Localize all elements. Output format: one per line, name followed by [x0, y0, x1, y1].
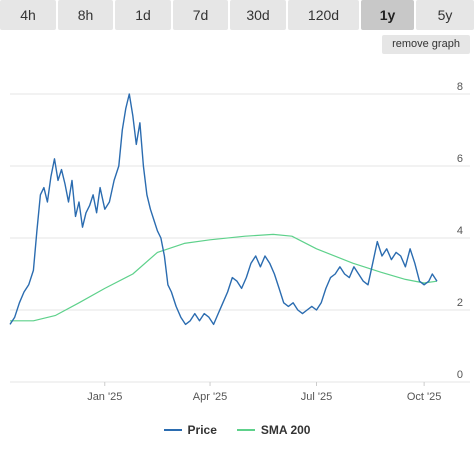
x-tick-label: Apr '25	[193, 391, 228, 403]
tab-120d[interactable]: 120d	[288, 0, 359, 30]
remove-graph-button[interactable]: remove graph	[382, 35, 470, 54]
legend-label-price: Price	[187, 423, 217, 437]
chart-legend: Price SMA 200	[0, 420, 474, 440]
price-chart: 0 2 4 6 8 Jan '25 Apr '25 Jul '25 Oct '25	[9, 81, 470, 403]
y-tick-label: 6	[457, 153, 463, 165]
tab-5y[interactable]: 5y	[416, 0, 474, 30]
tab-8h[interactable]: 8h	[58, 0, 113, 30]
legend-label-sma-200: SMA 200	[260, 423, 311, 437]
x-tick-label: Jan '25	[87, 391, 122, 403]
x-tick-label: Jul '25	[301, 391, 332, 403]
tab-4h[interactable]: 4h	[0, 0, 56, 30]
y-tick-label: 8	[457, 81, 463, 93]
timeframe-tabs: 4h 8h 1d 7d 30d 120d 1y 5y	[0, 0, 474, 30]
tab-1d[interactable]: 1d	[115, 0, 171, 30]
y-tick-label: 2	[457, 297, 463, 309]
tab-1y[interactable]: 1y	[361, 0, 414, 30]
legend-item-sma-200[interactable]: SMA 200	[236, 423, 311, 437]
x-tick-label: Oct '25	[407, 391, 442, 403]
legend-item-price[interactable]: Price	[163, 423, 217, 437]
y-tick-label: 0	[457, 369, 463, 381]
legend-swatch-sma-200	[236, 429, 255, 431]
y-tick-label: 4	[457, 225, 463, 237]
legend-swatch-price	[163, 429, 182, 431]
sma-200-line	[10, 233, 438, 322]
price-line	[9, 93, 438, 326]
tab-7d[interactable]: 7d	[173, 0, 228, 30]
tab-30d[interactable]: 30d	[230, 0, 286, 30]
